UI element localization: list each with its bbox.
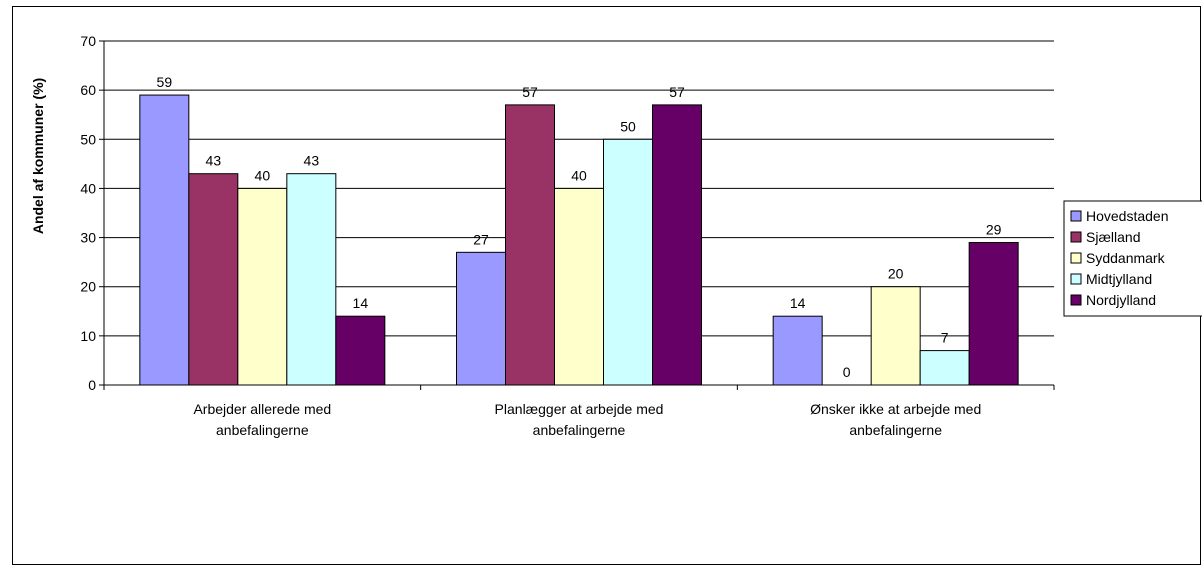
y-tick-label: 60 [80,82,96,98]
data-label: 20 [888,266,904,282]
bar [603,138,653,386]
category-label: anbefalingerne [216,422,309,438]
category-label: anbefalingerne [849,422,942,438]
y-tick-label: 40 [80,180,96,196]
bar [505,104,555,386]
chart-area: 0 10 20 30 40 50 60 70 59 43 40 43 14 Arbejder allere… [12,6,1202,565]
data-label: 29 [986,221,1002,237]
data-label: 27 [473,231,489,247]
category-label: Ønsker ikke at arbejde med [810,401,981,417]
bar [188,173,239,386]
bar [286,173,337,386]
legend-box [1063,200,1202,317]
data-label: 57 [522,84,538,100]
axes [99,40,1055,390]
data-label: 43 [304,153,320,169]
bar [968,241,1019,386]
y-tick-label: 0 [88,377,96,393]
data-label: 7 [941,330,949,346]
bar [237,187,288,386]
y-tick-label: 20 [80,279,96,295]
legend-swatch [1070,273,1082,285]
legend-label: Sjælland [1086,229,1140,245]
data-label: 50 [620,118,636,134]
data-label: 43 [206,153,222,169]
data-label: 40 [255,167,271,183]
y-axis-title: Andel af kommuner (%) [30,78,46,234]
bar [870,286,921,386]
bar [554,187,604,386]
legend-label: Syddanmark [1086,250,1166,266]
legend-swatch [1070,210,1082,222]
y-tick-label: 30 [80,230,96,246]
legend-swatch [1070,294,1082,306]
data-label: 0 [843,364,851,380]
data-label: 14 [353,295,369,311]
legend-label: Nordjylland [1086,292,1156,308]
bar [139,94,190,386]
data-label: 59 [157,74,173,90]
bar [652,104,702,386]
bar [919,350,970,386]
category-label: Arbejder allerede med [193,401,331,417]
bar [456,251,506,386]
bar [772,315,823,386]
bars [139,94,1019,386]
category-label: anbefalingerne [533,422,626,438]
data-label: 57 [669,84,685,100]
legend-label: Midtjylland [1086,271,1152,287]
y-tick-label: 50 [80,131,96,147]
legend-swatch [1070,231,1082,243]
legend-swatch [1070,252,1082,264]
data-label: 14 [790,295,806,311]
bar [335,315,386,386]
y-tick-label: 10 [80,328,96,344]
data-label: 40 [571,167,587,183]
y-tick-label: 70 [80,33,96,49]
category-label: Planlægger at arbejde med [495,401,664,417]
legend-label: Hovedstaden [1086,208,1169,224]
legend: Hovedstaden Sjælland Syddanmark Midtjylland… [1063,200,1202,317]
